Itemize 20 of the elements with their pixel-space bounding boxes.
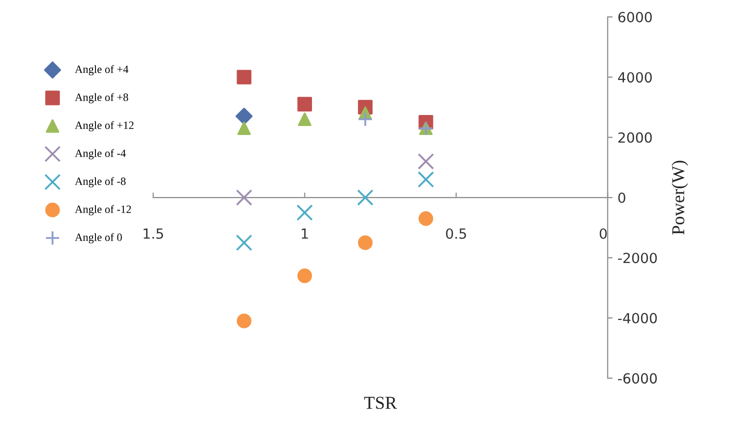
legend-label: Angle of +4 [74, 65, 128, 76]
y-tick-label: 2000 [618, 132, 652, 143]
y-tick-label: -6000 [618, 373, 657, 384]
y-tick-label: 0 [618, 192, 626, 204]
x-axis-title: TSR [364, 396, 397, 409]
legend-label: Angle of -4 [74, 149, 126, 160]
x-tick-label: 0 [600, 228, 607, 239]
x-tick-label: 1 [302, 228, 308, 239]
legend-label: Angle of -12 [74, 205, 131, 216]
y-tick-label: 4000 [618, 72, 652, 83]
y-tick-label: -2000 [618, 252, 657, 264]
y-axis-title: Power(W) [672, 160, 688, 235]
legend-label: Angle of 0 [74, 233, 122, 244]
x-tick-label: 1.5 [144, 228, 164, 239]
x-tick-label: 0.5 [446, 228, 466, 239]
legend-label: Angle of -8 [74, 177, 126, 188]
y-tick-label: 6000 [618, 12, 652, 22]
legend-label: Angle of +12 [74, 121, 134, 132]
y-tick-label: -4000 [618, 312, 657, 324]
legend-label: Angle of +8 [74, 93, 128, 104]
